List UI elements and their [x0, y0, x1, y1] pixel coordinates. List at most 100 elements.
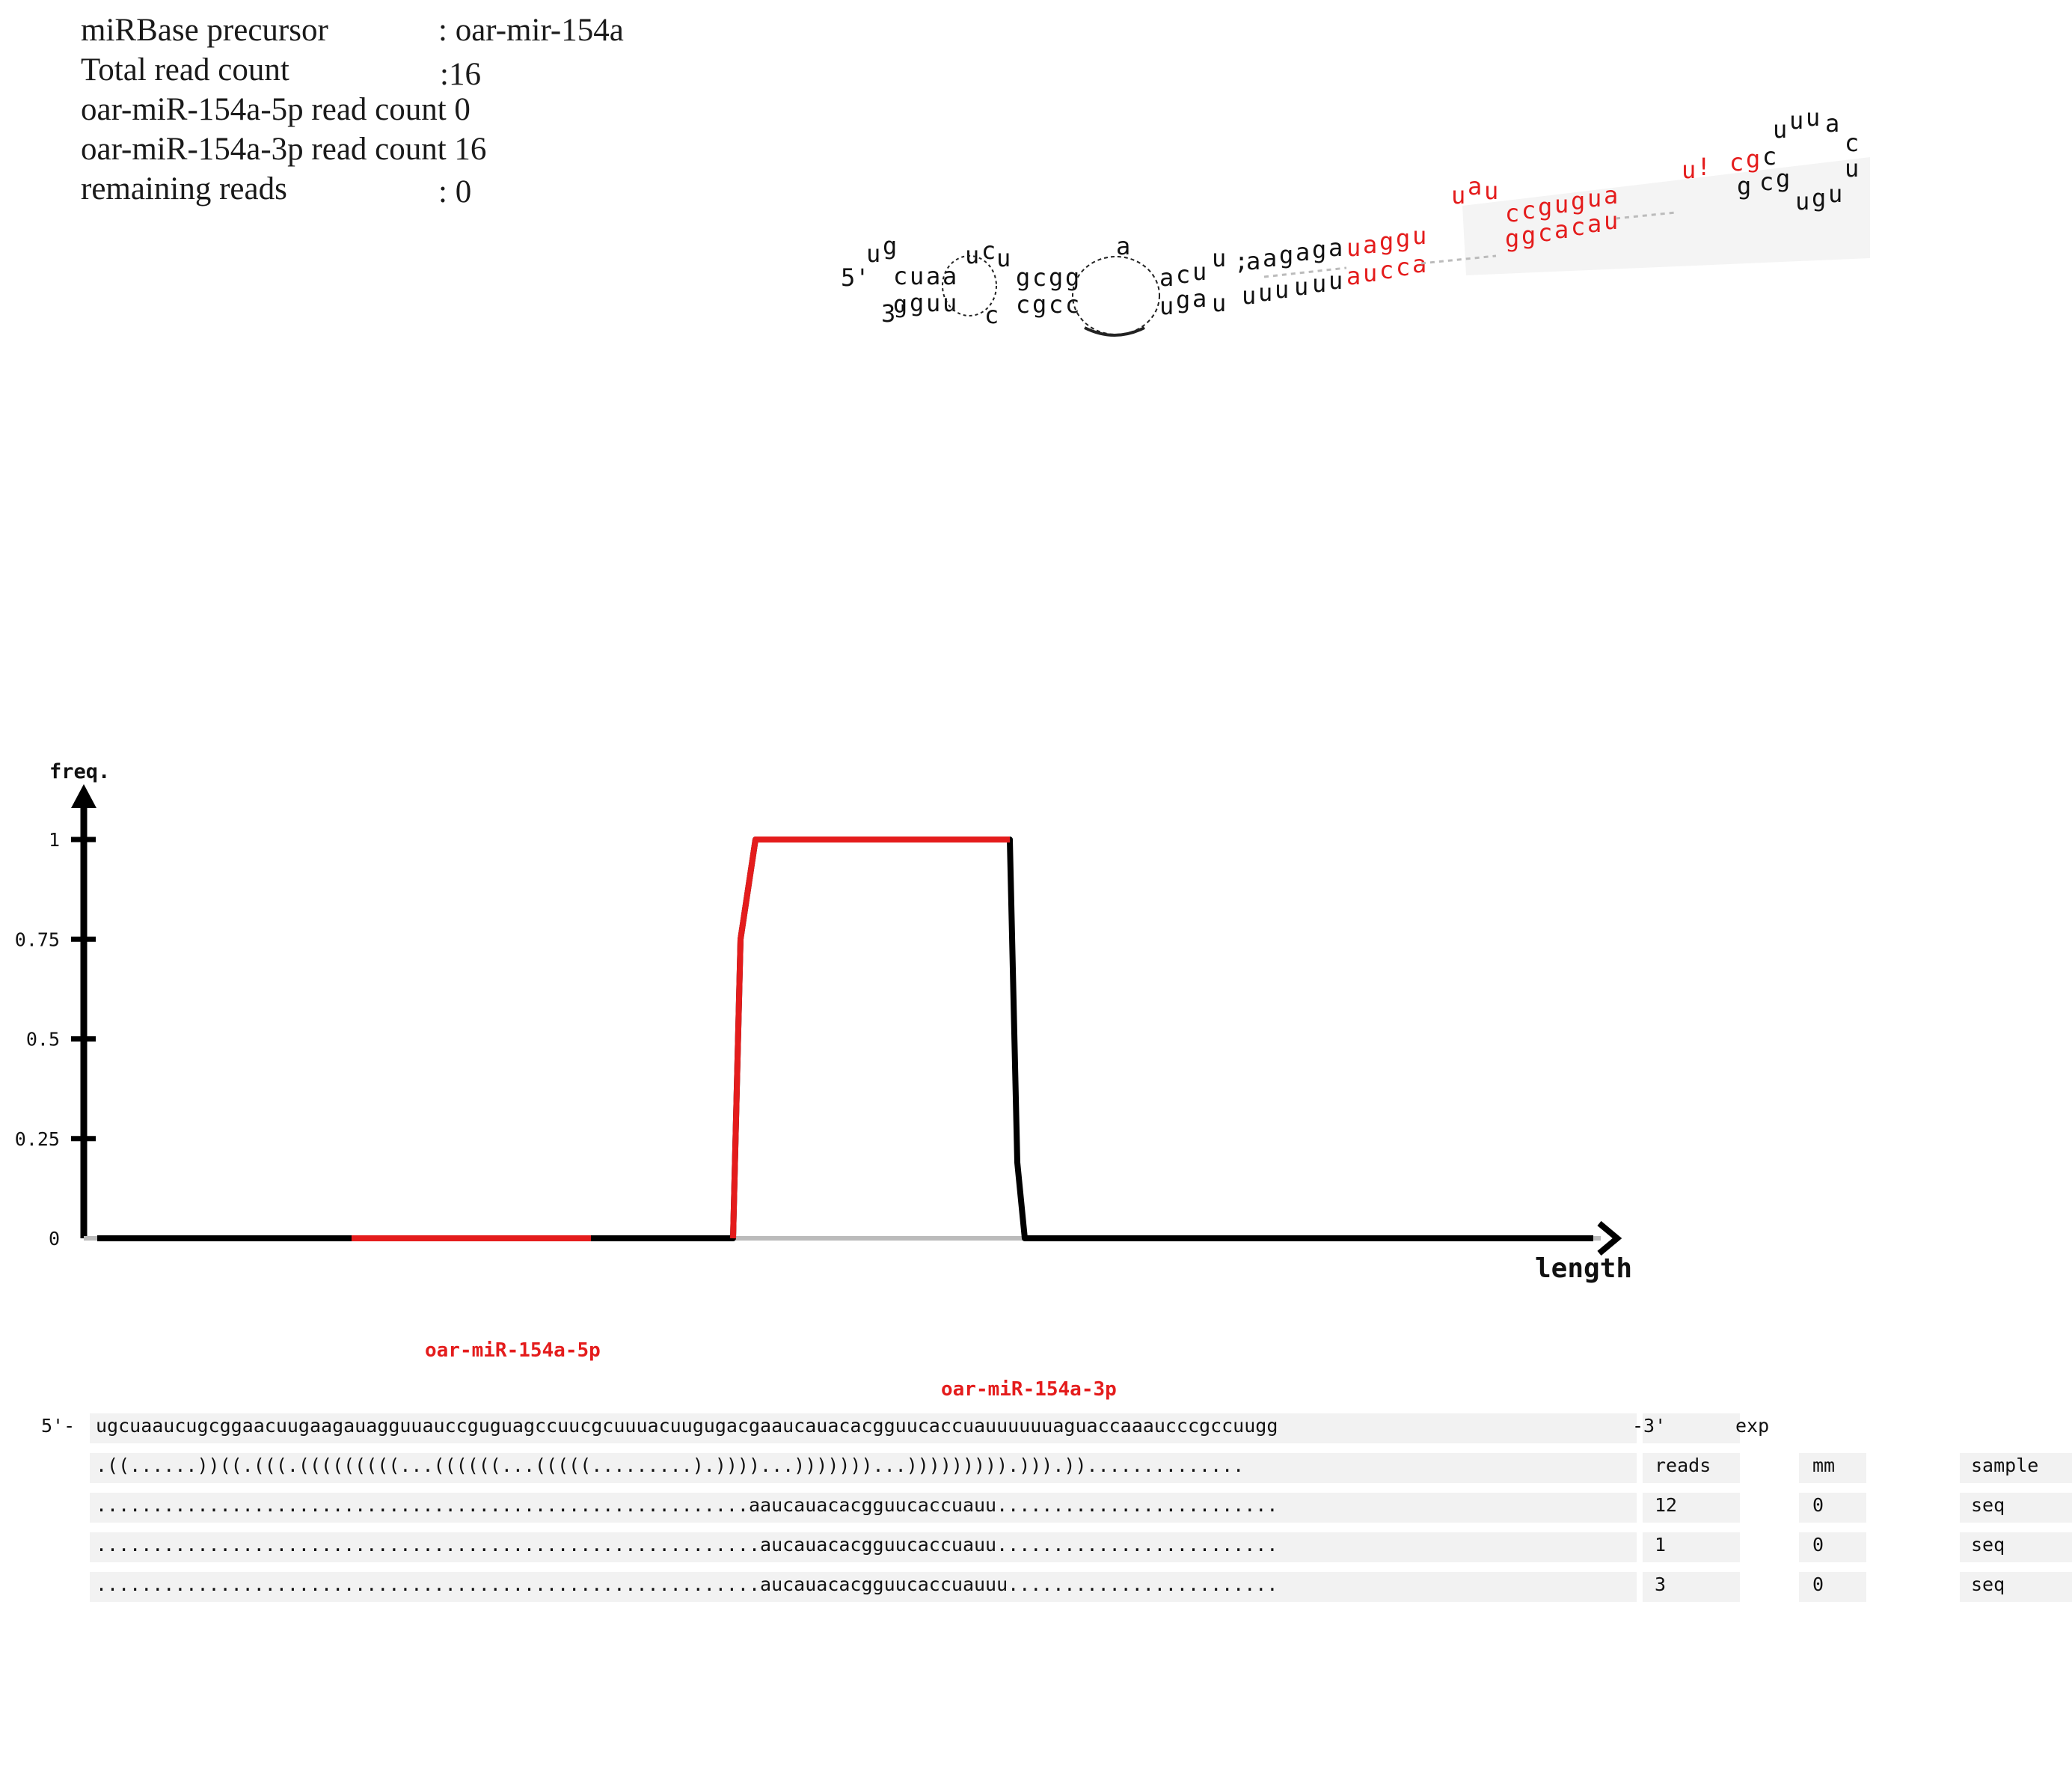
svg-text:u: u — [1275, 275, 1289, 304]
svg-text:a: a — [1159, 263, 1174, 292]
read-sample: seq — [1971, 1494, 2005, 1516]
svg-text:u: u — [1212, 289, 1226, 317]
svg-text:u: u — [1363, 259, 1377, 287]
read-sequence: ........................................… — [96, 1534, 1278, 1556]
svg-text:a: a — [1468, 172, 1482, 201]
svg-text:g: g — [1571, 187, 1585, 215]
precursor-value: : oar-mir-154a — [438, 13, 624, 48]
svg-text:g: g — [1279, 241, 1293, 269]
lower-strand: g g u u c c g c c u g a u u u u u u u — [893, 266, 1343, 329]
x-axis-arrow — [1597, 1220, 1622, 1256]
svg-text:u: u — [1604, 207, 1618, 235]
svg-text:a: a — [926, 262, 940, 290]
svg-text:g: g — [1521, 221, 1536, 250]
svg-text:c: c — [1845, 129, 1859, 157]
svg-text:c: c — [1032, 263, 1046, 292]
loop-bottom — [1084, 326, 1145, 337]
y-tick-label: 1 — [49, 829, 60, 851]
svg-text:a: a — [1296, 238, 1310, 266]
svg-text:u: u — [942, 289, 957, 317]
svg-text:u: u — [1159, 292, 1174, 320]
svg-text:u: u — [1258, 278, 1272, 307]
precursor-hairpin-structure: 5' 3' u g c u a a u c u g c g g a a c u … — [823, 90, 2065, 352]
svg-text:u: u — [1242, 281, 1256, 310]
svg-text:a: a — [1328, 233, 1343, 262]
reads-header: reads — [1655, 1455, 1711, 1476]
chart-axes — [71, 784, 1622, 1256]
y-axis-arrow — [71, 784, 96, 808]
svg-text:u: u — [1789, 106, 1803, 135]
svg-text:a: a — [942, 262, 957, 290]
read-sequence: ........................................… — [96, 1574, 1278, 1595]
svg-text:c: c — [1538, 218, 1552, 247]
mature-3p-strand: u a g g u a u c c a u a u c c g u g u a … — [1346, 145, 1760, 290]
hairpin-svg: 5' 3' u g c u a a u c u g c g g a a c u … — [841, 103, 1870, 337]
exp-header: exp — [1735, 1415, 1770, 1437]
svg-text:c: c — [1016, 290, 1030, 319]
svg-text:c: c — [1176, 260, 1190, 289]
svg-text:g: g — [1049, 263, 1063, 292]
svg-text:u: u — [1554, 190, 1569, 218]
y-tick-label: 0.5 — [26, 1029, 60, 1051]
sample-header: sample — [1971, 1455, 2039, 1476]
read-mismatch: 0 — [1812, 1574, 1824, 1595]
svg-text:c: c — [1396, 253, 1410, 281]
total-value: :16 — [440, 57, 481, 92]
total-label: Total read count — [81, 52, 289, 88]
precursor-label: miRBase precursor — [81, 13, 328, 48]
chart-svg: 0 0.25 0.5 0.75 1 freq. length — [15, 760, 1632, 1284]
svg-text:g: g — [1312, 236, 1326, 264]
svg-text:g: g — [1746, 145, 1760, 174]
svg-text:a: a — [1346, 262, 1361, 290]
five-prime-prefix: 5'- — [41, 1415, 76, 1437]
svg-text:u: u — [1312, 269, 1326, 298]
svg-text:u: u — [866, 239, 880, 268]
read-sequence: ........................................… — [96, 1494, 1278, 1516]
svg-text:c: c — [1065, 290, 1079, 319]
svg-text:c: c — [1505, 199, 1519, 227]
pair-bonds — [1263, 211, 1676, 278]
svg-text:a: a — [1263, 244, 1277, 272]
svg-text:!: ! — [1696, 153, 1711, 181]
svg-text:u: u — [1587, 184, 1601, 212]
sequence-row: 5'- ugcuaaucugcggaacuugaagauagguuauccgug… — [0, 1410, 2072, 1450]
upper-strand: u g c u a a u c u g c g g a a c u u ; a … — [866, 232, 1343, 292]
read-mismatch: 0 — [1812, 1534, 1824, 1556]
read-row: ........................................… — [0, 1569, 2072, 1609]
svg-text:u: u — [1773, 115, 1787, 144]
svg-text:g: g — [1016, 263, 1030, 292]
read-count: 1 — [1655, 1534, 1667, 1556]
svg-text:g: g — [1176, 286, 1190, 314]
svg-text:u: u — [1192, 257, 1207, 286]
y-tick-label: 0.75 — [15, 929, 60, 950]
svg-text:u: u — [1828, 180, 1842, 208]
svg-text:u: u — [1451, 181, 1465, 210]
svg-text:u: u — [965, 241, 979, 269]
svg-text:a: a — [1192, 284, 1207, 313]
mature-3p-label: oar-miR-154a-3p — [941, 1378, 1117, 1401]
p5-count-label: oar-miR-154a-5p read count 0 — [81, 92, 471, 127]
svg-text:g: g — [893, 290, 907, 319]
read-alignment: 5'- ugcuaaucugcggaacuugaagauagguuauccgug… — [0, 1410, 2072, 1609]
read-row: ........................................… — [0, 1529, 2072, 1569]
svg-text:u: u — [1212, 244, 1226, 272]
chart-series — [97, 837, 1593, 1241]
svg-text:g: g — [1812, 184, 1826, 212]
svg-text:u: u — [996, 244, 1011, 272]
svg-text:u: u — [1294, 272, 1308, 301]
svg-text:a: a — [1363, 230, 1377, 259]
p3-count-label: oar-miR-154a-3p read count 16 — [81, 132, 487, 167]
svg-text:a: a — [1116, 232, 1130, 260]
svg-text:c: c — [1521, 196, 1536, 224]
chart-labels: 0 0.25 0.5 0.75 1 freq. length — [15, 760, 1632, 1284]
svg-text:u: u — [1412, 221, 1426, 250]
svg-text:u: u — [1806, 103, 1820, 132]
read-sample: seq — [1971, 1534, 2005, 1556]
svg-text:c: c — [1379, 256, 1394, 284]
svg-text:g: g — [1776, 165, 1790, 193]
y-tick-label: 0.25 — [15, 1128, 60, 1150]
terminal-loop: c g c g u g u u u u a c u — [1737, 103, 1859, 215]
svg-text:u: u — [1328, 266, 1343, 295]
svg-text:u: u — [910, 262, 924, 290]
svg-text:u: u — [1484, 177, 1498, 205]
